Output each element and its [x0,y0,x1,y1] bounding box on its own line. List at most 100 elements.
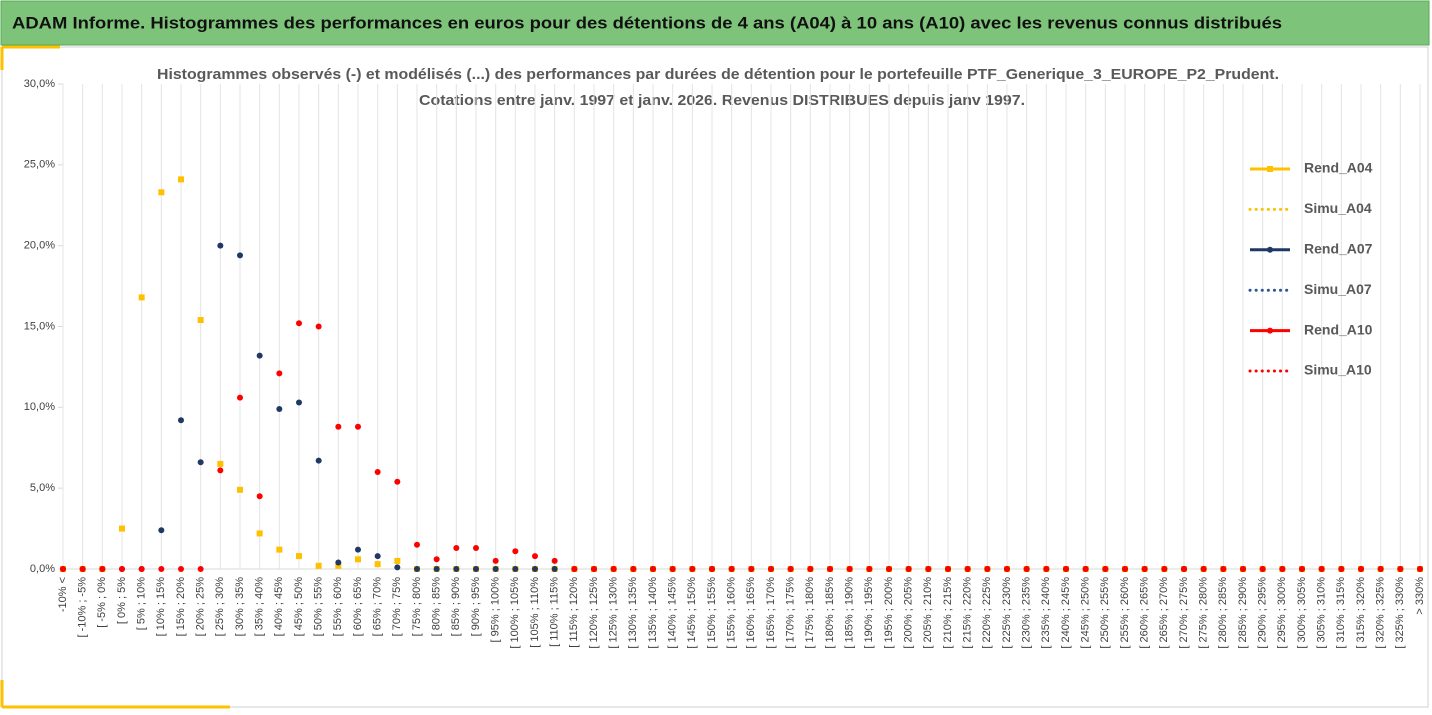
x-tick-label: [ -10% ; -5% [77,577,89,638]
x-tick-label: [ 30% ; 35% [234,577,246,637]
marker [768,566,774,572]
x-tick-label: [ 225% ; 230% [1001,577,1013,649]
marker [1299,566,1305,572]
x-tick-label: [ 80% ; 85% [431,577,443,637]
marker [276,370,283,377]
x-tick-label: [ -5% ; 0% [96,577,108,628]
x-tick-label: [ 155% ; 160% [726,577,738,649]
marker [138,294,145,301]
marker [787,566,794,572]
legend: Rend_A04 Simu_A04 Rend_A07 Simu_A07 Rend_A10… [1248,160,1373,378]
marker [1338,566,1345,572]
x-tick-label: [ 160% ; 165% [745,577,757,649]
marker [551,566,558,572]
marker [1122,566,1128,572]
x-tick-label: [ 115% ; 120% [568,577,580,648]
marker [709,566,715,572]
chart-subtitle: Cotations entre janv. 1997 et janv. 2026… [419,92,1025,109]
marker [1318,566,1325,572]
marker [728,566,735,572]
marker [571,566,578,572]
marker [99,566,106,572]
marker [276,405,283,412]
x-tick-label: [ 180% ; 185% [824,577,836,649]
marker [532,553,538,560]
marker [256,530,263,537]
marker [886,566,892,572]
legend-label: Rend_A07 [1304,241,1373,257]
marker [453,566,460,572]
x-tick-label: [ 320% ; 325% [1375,577,1387,649]
x-tick-label: [ 35% ; 40% [254,577,266,637]
marker [1023,566,1030,572]
marker [473,544,479,551]
x-tick-label: [ 135% ; 140% [647,577,659,649]
x-tick-label: [ 235% ; 240% [1040,577,1052,649]
marker [1043,566,1050,572]
x-tick-label: [ 220% ; 225% [981,577,993,649]
marker [591,566,597,572]
x-tick-label: [ 315% ; 320% [1355,577,1367,649]
marker [197,317,204,324]
marker [1358,566,1364,572]
marker [414,541,420,548]
x-tick-label: [ 120% ; 125% [588,577,600,649]
x-tick-label: [ 110% ; 115% [549,577,561,647]
marker [237,394,243,401]
x-tick-label: [ 205% ; 210% [922,577,934,649]
marker [866,566,873,572]
y-tick-label: 20,0% [24,240,55,252]
marker [748,566,755,572]
x-tick-label: [ 195% ; 200% [883,577,895,649]
x-tick-label: [ 145% ; 150% [686,577,698,649]
marker [1259,566,1266,572]
legend-label: Rend_A04 [1304,160,1373,176]
x-tick-label: [ 280% ; 285% [1217,577,1229,649]
marker [256,352,263,359]
x-tick-label: [ 255% ; 260% [1119,577,1131,649]
x-tick-label: [ 130% ; 135% [627,577,639,649]
marker [217,460,224,467]
y-tick-label: 25,0% [24,159,55,171]
marker [79,566,86,572]
marker [1004,566,1010,572]
legend-label: Simu_A10 [1304,362,1372,378]
marker [1161,566,1168,572]
marker [138,566,145,572]
marker [394,478,401,485]
x-tick-label: [ 245% ; 250% [1080,577,1092,649]
x-tick-label: [ 140% ; 145% [667,577,679,649]
frame-corner [0,45,60,70]
legend-label: Rend_A10 [1304,321,1373,337]
x-tick-label: [ 105% ; 110% [529,577,541,648]
marker [925,566,932,572]
marker [315,323,322,330]
x-tick-label: [ 185% ; 190% [844,577,856,649]
marker [237,252,243,259]
marker [1102,566,1109,572]
marker [237,486,243,493]
marker [355,556,361,563]
x-tick-label: [ 275% ; 280% [1198,577,1210,649]
marker [296,553,302,560]
x-tick-label: [ 290% ; 295% [1257,577,1269,649]
marker [315,457,322,464]
marker [964,566,971,572]
marker [905,566,912,572]
x-tick-label: [ 305% ; 310% [1316,577,1328,649]
marker [276,546,283,553]
y-tick-label: 5,0% [30,482,55,494]
x-tick-label: [ 20% ; 25% [195,577,207,637]
x-tick-label: [ 65% ; 70% [372,577,384,637]
marker [335,562,342,569]
x-tick-label: [ 95% ; 100% [490,577,502,643]
marker [984,566,991,572]
x-tick-label: [ 40% ; 45% [273,577,285,637]
marker [197,459,204,466]
marker [158,527,165,534]
y-tick-label: 10,0% [24,401,55,413]
x-tick-label: [ 5% ; 10% [136,577,148,630]
x-tick-label: [ 250% ; 255% [1099,577,1111,649]
